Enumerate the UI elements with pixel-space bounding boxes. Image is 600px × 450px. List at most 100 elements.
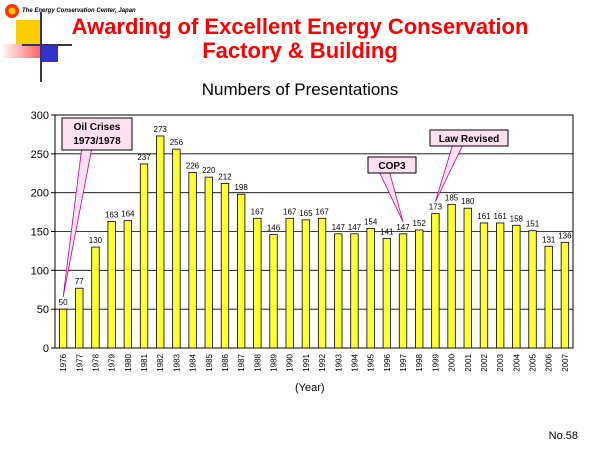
x-tick-label: 1990 [286, 353, 295, 371]
x-tick-label: 1976 [59, 353, 68, 371]
bar-value-label: 220 [202, 166, 216, 175]
bar-value-label: 185 [445, 193, 459, 202]
bar [398, 233, 408, 349]
bar-value-label: 147 [348, 223, 362, 232]
corner-deco-hline [22, 44, 72, 46]
bar [560, 241, 570, 349]
bar-value-label: 154 [364, 217, 378, 226]
bar-value-label: 256 [170, 138, 184, 147]
bar-value-label: 198 [234, 183, 248, 192]
x-tick-label: 2005 [529, 353, 538, 371]
y-tick-label: 50 [37, 304, 49, 316]
x-tick-label: 1994 [350, 353, 359, 371]
bar-value-label: 161 [493, 212, 507, 221]
callout-box [429, 129, 509, 147]
x-tick-label: 1985 [205, 353, 214, 371]
org-logo-icon [5, 4, 19, 18]
bar [91, 246, 100, 349]
x-tick-label: 1993 [334, 353, 343, 371]
x-tick-label: 1978 [91, 353, 100, 371]
y-tick-label: 300 [31, 110, 49, 122]
callout-box [367, 156, 417, 174]
bar [528, 230, 537, 349]
x-tick-label: 1989 [270, 353, 279, 371]
page-title-line1: Awarding of Excellent Energy Conservatio… [71, 14, 529, 39]
bar-value-label: 158 [510, 214, 524, 223]
bar-value-label: 136 [558, 231, 572, 240]
x-tick-label: 1982 [156, 353, 165, 371]
x-tick-label: 2003 [496, 353, 505, 371]
bar [415, 229, 424, 349]
callout-label: Oil Crises [74, 122, 121, 133]
x-tick-label: 2002 [480, 353, 489, 371]
page-number: No.58 [548, 430, 578, 442]
x-tick-label: 1980 [124, 353, 133, 371]
bar-value-label: 226 [186, 161, 200, 170]
bar [512, 224, 521, 349]
bar [334, 233, 343, 349]
bar-value-label: 164 [121, 210, 135, 219]
bar [301, 219, 311, 349]
bar-value-label: 163 [105, 210, 119, 219]
bar-value-label: 212 [218, 172, 232, 181]
x-tick-label: 1987 [237, 353, 246, 371]
bar-value-label: 167 [251, 207, 265, 216]
bar [107, 221, 116, 349]
x-tick-label: 1986 [221, 353, 230, 371]
x-axis-label: (Year) [295, 382, 325, 394]
callout-box [61, 117, 133, 151]
x-tick-label: 2007 [561, 353, 570, 371]
bar [463, 207, 472, 349]
x-tick-label: 1981 [140, 353, 149, 371]
bar [317, 217, 327, 349]
bar-value-label: 173 [429, 203, 443, 212]
corner-deco-red [0, 44, 40, 58]
bar-value-label: 146 [267, 224, 281, 233]
bar-value-label: 180 [461, 197, 475, 206]
y-tick-label: 200 [31, 188, 49, 200]
x-tick-label: 1979 [108, 353, 117, 371]
bar-value-label: 147 [332, 223, 346, 232]
bar [253, 217, 262, 349]
x-tick-label: 2006 [545, 353, 554, 371]
bar-value-label: 141 [380, 227, 394, 236]
bar-value-label: 237 [137, 153, 151, 162]
bar [366, 227, 375, 349]
bar [75, 287, 84, 349]
x-tick-label: 2004 [512, 353, 521, 371]
callout-label: Law Revised [439, 134, 500, 145]
bar-value-label: 165 [299, 209, 313, 218]
x-tick-label: 1988 [253, 353, 262, 371]
x-tick-label: 1983 [172, 353, 181, 371]
bar-value-label: 167 [283, 207, 297, 216]
bar-value-label: 77 [75, 277, 84, 286]
bar [172, 148, 181, 349]
y-tick-label: 100 [31, 265, 49, 277]
bar [447, 203, 456, 349]
x-tick-label: 1995 [367, 353, 376, 371]
y-tick-label: 150 [31, 227, 49, 239]
bar [496, 222, 505, 349]
bar-value-label: 147 [396, 223, 410, 232]
page-title-line2: Factory & Building [202, 38, 398, 63]
callout-label: COP3 [378, 161, 406, 172]
bar [188, 172, 197, 349]
bar [431, 213, 440, 349]
bar-value-label: 130 [89, 236, 103, 245]
bar [479, 222, 489, 349]
x-tick-label: 2000 [448, 353, 457, 371]
y-tick-label: 0 [43, 343, 49, 355]
x-tick-label: 1992 [318, 353, 327, 371]
bar [350, 233, 359, 349]
org-name: The Energy Conservation Center, Japan [22, 8, 136, 14]
bar [58, 308, 68, 349]
bar [220, 182, 230, 349]
bar-value-label: 152 [413, 219, 427, 228]
chart-title: Numbers of Presentations [201, 80, 399, 99]
bar-value-label: 50 [59, 298, 68, 307]
x-tick-label: 2001 [464, 353, 473, 371]
bar-value-label: 167 [315, 207, 329, 216]
bar [123, 220, 132, 349]
bar [544, 245, 553, 349]
